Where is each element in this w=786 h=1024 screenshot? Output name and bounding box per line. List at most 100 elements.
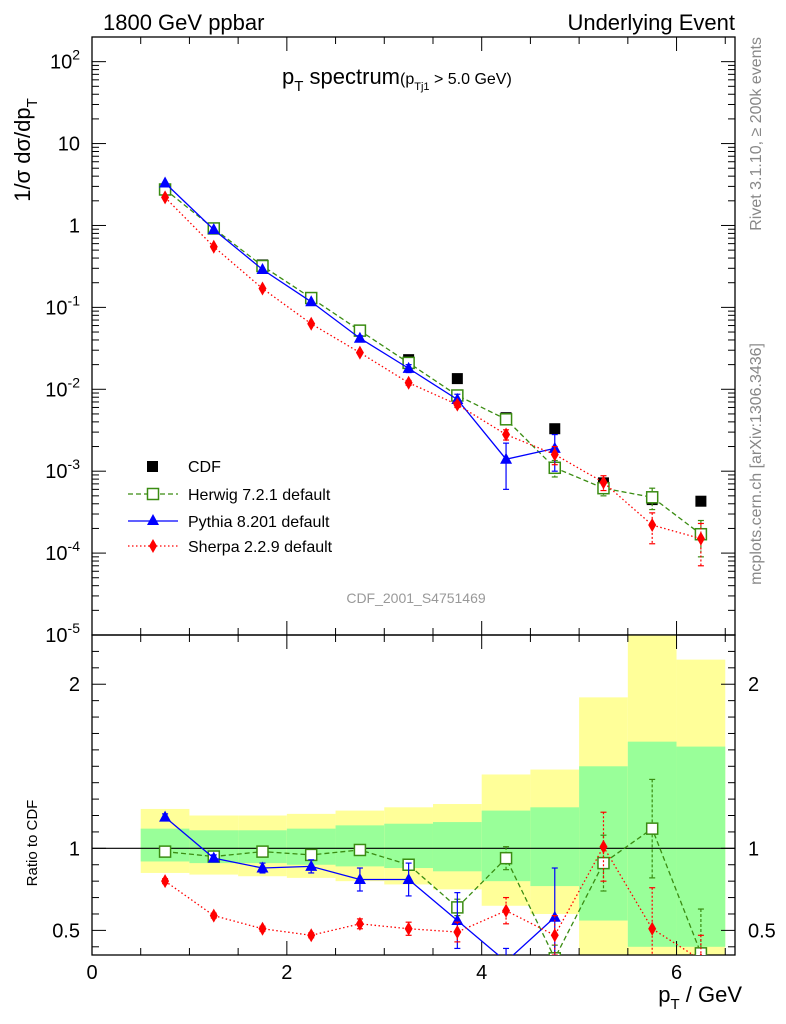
plot-title-cut-sub: Tj1 [414,81,429,93]
ylabel-top: 1/σ dσ/dpT [10,98,41,202]
legend-marker-pythia [147,514,159,525]
ratio-point-sherpa [599,839,608,854]
ratio-point-herwig [158,845,172,858]
plot-title-cut: (p [400,71,414,88]
legend: CDF Herwig 7.2.1 default Pythia 8.201 de… [128,459,333,556]
ratio-line-herwig [165,827,702,955]
plot-title-rest: spectrum [303,64,400,89]
main-point-pythia [402,361,415,373]
main-point-sherpa [355,345,364,360]
ylabel-ratio: Ratio to CDF [24,800,41,887]
legend-marker-herwig [146,487,160,501]
x-tick-label: 0 [86,962,97,984]
ratio-y-tick-label-right: 1 [748,838,759,860]
y-tick-label: 10-2 [45,374,80,401]
ratio-point-pythia [159,810,172,822]
ratio-point-sherpa [209,908,218,923]
ratio-point-sherpa [307,928,316,943]
legend-entry-cdf: CDF [147,459,221,476]
xlabel: pT / GeV [658,982,742,1013]
ratio-point-sherpa [502,903,511,918]
main-point-sherpa [502,427,511,442]
ratio-point-pythia [353,873,366,885]
ratio-y-tick-label-right: 2 [748,674,759,696]
xlabel-rest: / GeV [680,982,743,1007]
ratio-point-sherpa [699,952,703,955]
main-point-pythia [256,263,269,275]
band-inner [676,746,726,947]
ratio-frame [91,634,736,956]
main-panel: 10-5 10-4 10-3 10-2 10-1 1 10 102 [45,36,736,647]
main-point-sherpa [648,518,657,533]
legend-label-herwig: Herwig 7.2.1 default [188,487,331,504]
main-point-sherpa [258,281,267,296]
ratio-y-tick-label: 1 [69,838,80,860]
ratio-point-pythia [256,861,269,873]
main-point-pythia [305,295,318,307]
plot-title-sub: T [294,78,303,95]
legend-entry-pythia: Pythia 8.201 default [128,514,330,531]
legend-entry-herwig: Herwig 7.2.1 default [128,487,331,504]
ratio-point-sherpa [648,921,657,936]
ratio-point-pythia [500,955,512,966]
ratio-point-sherpa [550,928,559,943]
legend-marker-cdf [147,461,158,472]
ratio-y-tick-label: 0.5 [52,920,80,942]
ratio-point-herwig [597,856,610,870]
plot-title: pT spectrum(pTj1 > 5.0 GeV) [282,64,512,95]
ratio-y-tick-label: 2 [69,674,80,696]
ratio-point-pythia [402,873,415,885]
ratio-point-herwig [256,845,269,858]
legend-label-sherpa: Sherpa 2.2.9 default [188,539,333,556]
main-point-sherpa [550,447,559,462]
y-tick-label: 1 [69,215,80,237]
main-point-sherpa [209,239,218,254]
header-left: 1800 GeV ppbar [103,10,264,35]
main-point-sherpa [404,375,413,390]
ratio-point-pythia [207,851,220,863]
ratio-point-pythia [305,859,318,871]
y-tick-label: 10 [58,134,80,156]
main-point-cdf [549,423,561,435]
main-point-pythia [500,452,513,464]
ratio-point-herwig [353,843,367,857]
main-point-herwig [499,413,513,426]
main-point-pythia [353,331,366,343]
mcplots-label: mcplots.cern.ch [arXiv:1306.3436] [748,343,765,585]
x-tick-label: 4 [476,962,487,984]
main-line-herwig [164,188,702,535]
plot-title-p: p [282,64,294,89]
x-tick-label: 6 [671,962,682,984]
ratio-point-herwig [645,822,659,835]
rivet-label: Rivet 3.1.10, ≥ 200k events [748,37,765,231]
ratio-point-sherpa [404,921,413,936]
ratio-point-herwig [304,848,318,862]
y-tick-label: 10-4 [45,538,80,565]
ratio-point-herwig [499,851,513,865]
watermark: CDF_2001_S4751469 [346,590,486,606]
y-tick-label: 10-1 [45,292,80,319]
svg-text:1/σ dσ/dpT: 1/σ dσ/dpT [10,98,41,202]
ratio-y-tick-label-right: 0.5 [748,920,776,942]
main-point-sherpa [307,316,316,331]
main-point-pythia [159,176,172,188]
y-tick-label: 102 [50,47,80,74]
legend-marker-sherpa [149,539,157,553]
band-inner [481,810,531,882]
plot-title-cut-rest: > 5.0 GeV) [430,71,512,88]
main-point-cdf [695,495,707,507]
ratio-panel: 0 2 4 6 0.5 0.5 1 1 2 2 [52,634,776,984]
legend-entry-sherpa: Sherpa 2.2.9 default [128,539,333,556]
main-point-pythia [207,223,220,235]
main-line-pythia [164,182,555,460]
ratio-data [158,778,708,966]
ratio-point-sherpa [453,925,462,940]
ylabel-top-sub: T [24,98,41,107]
band-inner [432,822,482,872]
ratio-point-sherpa [355,916,364,931]
y-tick-label: 10-3 [45,456,80,483]
main-point-sherpa [161,190,170,205]
ratio-point-sherpa [258,921,267,936]
main-point-cdf [451,373,463,385]
